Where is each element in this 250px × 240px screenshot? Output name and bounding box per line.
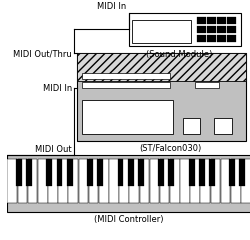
Bar: [76, 53, 245, 141]
Bar: [216, 35, 225, 42]
Bar: [196, 26, 205, 33]
Bar: [196, 35, 205, 42]
Bar: [127, 159, 133, 186]
Bar: [132, 19, 190, 43]
Text: MIDI Out: MIDI Out: [35, 145, 72, 154]
Bar: [129, 159, 138, 203]
Bar: [200, 159, 209, 203]
Bar: [38, 159, 48, 203]
Bar: [48, 159, 58, 203]
Bar: [98, 159, 108, 203]
Bar: [158, 159, 164, 186]
Bar: [82, 100, 172, 134]
Text: (ST/Falcon030): (ST/Falcon030): [138, 144, 200, 153]
Bar: [216, 26, 225, 33]
Bar: [188, 159, 194, 186]
Bar: [7, 155, 250, 212]
Bar: [58, 159, 68, 203]
Bar: [206, 17, 215, 24]
Text: MIDI Out/Thru: MIDI Out/Thru: [13, 50, 72, 59]
Bar: [190, 159, 199, 203]
Bar: [159, 159, 169, 203]
Bar: [194, 82, 218, 88]
Bar: [226, 17, 235, 24]
Bar: [76, 53, 245, 81]
Bar: [16, 159, 22, 186]
Bar: [168, 159, 173, 186]
Bar: [196, 17, 205, 24]
Text: (MIDI Controller): (MIDI Controller): [94, 215, 163, 224]
Bar: [137, 159, 143, 186]
Bar: [226, 35, 235, 42]
Bar: [88, 159, 98, 203]
Bar: [216, 17, 225, 24]
Bar: [26, 159, 32, 186]
Bar: [68, 159, 78, 203]
Bar: [238, 159, 244, 186]
Bar: [28, 159, 37, 203]
Bar: [198, 159, 204, 186]
Bar: [108, 159, 118, 203]
Bar: [210, 159, 220, 203]
Text: MIDI In: MIDI In: [42, 84, 71, 93]
Bar: [87, 159, 92, 186]
Bar: [240, 159, 250, 203]
Bar: [208, 159, 214, 186]
Bar: [213, 118, 231, 134]
Bar: [97, 159, 103, 186]
Bar: [226, 26, 235, 33]
Bar: [128, 13, 240, 46]
Bar: [149, 159, 159, 203]
Bar: [169, 159, 179, 203]
Bar: [230, 159, 240, 203]
Bar: [180, 159, 189, 203]
Bar: [82, 73, 169, 79]
Text: MIDI In: MIDI In: [97, 1, 126, 11]
Bar: [46, 159, 52, 186]
Bar: [183, 118, 199, 134]
Bar: [8, 159, 17, 203]
Bar: [228, 159, 234, 186]
Bar: [56, 159, 62, 186]
Bar: [82, 82, 169, 88]
Bar: [78, 159, 88, 203]
Bar: [119, 159, 128, 203]
Bar: [18, 159, 27, 203]
Bar: [206, 26, 215, 33]
Bar: [220, 159, 230, 203]
Bar: [139, 159, 148, 203]
Text: (Sound Module): (Sound Module): [146, 50, 212, 59]
Bar: [206, 35, 215, 42]
Bar: [117, 159, 123, 186]
Bar: [66, 159, 72, 186]
